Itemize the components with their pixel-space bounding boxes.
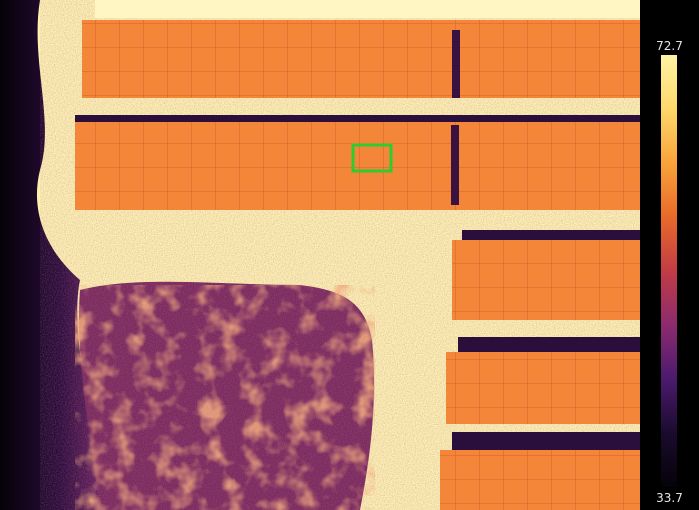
scale-max-label: 72.7 bbox=[656, 39, 683, 53]
temperature-scale: 72.7 33.7 bbox=[640, 0, 699, 510]
panel-row-2 bbox=[75, 115, 640, 210]
panel-row-1 bbox=[82, 20, 640, 98]
thermal-image[interactable] bbox=[0, 0, 640, 510]
panel-row-3 bbox=[452, 230, 640, 320]
thermal-scene bbox=[0, 0, 640, 510]
region-of-interest-box[interactable] bbox=[351, 143, 393, 173]
scale-min-label: 33.7 bbox=[656, 491, 683, 505]
color-scale-bar bbox=[661, 55, 677, 487]
hot-strip-top bbox=[95, 0, 640, 18]
panel-row-5 bbox=[440, 432, 640, 510]
panel-row-4 bbox=[446, 337, 640, 424]
